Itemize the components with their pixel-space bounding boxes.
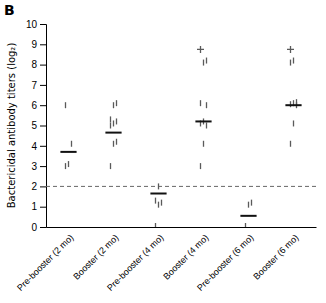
- tick-mark: [40, 44, 46, 45]
- tick: 5: [31, 120, 46, 131]
- point: [116, 100, 117, 106]
- median-bar: [240, 215, 256, 217]
- tick-mark: [40, 105, 46, 106]
- tick: 10: [26, 19, 46, 30]
- tick-label: Booster (6 mo): [251, 232, 300, 281]
- chart: 0 1 2 3 4 5 6 7 8 9 10 Pre-booster (2 mo)Booster (2…: [0, 0, 326, 303]
- median-bar: [285, 104, 301, 106]
- point: [206, 58, 207, 64]
- tick-label: 9: [31, 39, 37, 50]
- point: [248, 202, 249, 208]
- y-axis: 0 1 2 3 4 5 6 7 8 9 10: [26, 19, 47, 233]
- tick: 0: [31, 222, 46, 233]
- reference-line: [46, 186, 316, 187]
- tick: Booster (6 mo): [251, 227, 300, 282]
- point: [290, 141, 291, 147]
- point: [110, 123, 111, 129]
- point: [203, 60, 204, 66]
- tick-label: 1: [31, 201, 37, 212]
- point: [113, 141, 114, 147]
- tick: 1: [31, 201, 46, 212]
- tick: 4: [31, 141, 46, 152]
- tick-label: Booster (2 mo): [71, 232, 120, 281]
- tick-mark: [40, 207, 46, 208]
- point: [158, 183, 159, 189]
- series-strip: [197, 46, 294, 53]
- marks: [46, 46, 316, 227]
- point: [290, 60, 291, 66]
- series-strip: [66, 58, 297, 227]
- tick-mark: [40, 186, 46, 187]
- x-axis: Pre-booster (2 mo)Booster (2 mo)Pre-boos…: [15, 227, 317, 293]
- tick-mark: [40, 24, 46, 25]
- tick-label: Pre-booster (2 mo): [15, 232, 75, 292]
- tick-label: 0: [31, 222, 37, 233]
- tick-mark: [40, 126, 46, 127]
- point: [113, 102, 114, 108]
- tick: Pre-booster (2 mo): [15, 227, 75, 293]
- point: [110, 116, 111, 122]
- tick-label: 7: [31, 80, 37, 91]
- tick: 2: [31, 181, 46, 192]
- tick-label: 8: [31, 59, 37, 70]
- outlier: [197, 46, 204, 53]
- tick-label: 4: [31, 141, 37, 152]
- tick: Booster (4 mo): [161, 227, 210, 282]
- point: [161, 200, 162, 206]
- point: [158, 202, 159, 208]
- point: [116, 118, 117, 124]
- tick-label: Booster (4 mo): [161, 232, 210, 281]
- outlier: [287, 46, 294, 53]
- point: [293, 58, 294, 64]
- point: [113, 120, 114, 126]
- median-bar: [105, 132, 121, 134]
- point: [200, 163, 201, 169]
- y-axis-title: Bactericidal antibody titers (log₂): [6, 43, 17, 209]
- point: [65, 102, 66, 108]
- tick-mark: [40, 85, 46, 86]
- tick: 3: [31, 161, 46, 172]
- axis-line: [47, 227, 317, 228]
- point: [251, 200, 252, 206]
- series-median: [60, 105, 301, 216]
- tick: Booster (2 mo): [71, 227, 120, 282]
- point: [200, 100, 201, 106]
- median-bar: [150, 193, 166, 195]
- point: [203, 141, 204, 147]
- tick-label: Pre-booster (4 mo): [105, 232, 165, 292]
- title: B: [4, 2, 15, 18]
- point: [155, 198, 156, 204]
- tick: 6: [31, 100, 46, 111]
- median-bar: [195, 120, 211, 122]
- tick-mark: [40, 65, 46, 66]
- median-bar: [60, 151, 76, 153]
- tick-label: 5: [31, 120, 37, 131]
- tick: Pre-booster (4 mo): [105, 227, 165, 293]
- tick-label: 3: [31, 161, 37, 172]
- point: [155, 223, 156, 227]
- tick-mark: [40, 146, 46, 147]
- tick-mark: [40, 166, 46, 167]
- point: [110, 163, 111, 169]
- tick-label: 10: [26, 19, 38, 30]
- point: [293, 120, 294, 126]
- point: [71, 141, 72, 147]
- tick-mark: [40, 227, 46, 228]
- tick-label: 6: [31, 100, 37, 111]
- point: [116, 139, 117, 145]
- point: [206, 123, 207, 129]
- point: [290, 101, 291, 107]
- point: [68, 161, 69, 167]
- point: [245, 223, 246, 227]
- tick-label: Pre-booster (6 mo): [195, 232, 255, 292]
- point: [206, 102, 207, 108]
- plot: 0 1 2 3 4 5 6 7 8 9 10 Pre-booster (2 mo)Booster (2…: [15, 19, 317, 293]
- tick: 9: [31, 39, 46, 50]
- tick: 7: [31, 80, 46, 91]
- tick: Pre-booster (6 mo): [195, 227, 255, 293]
- tick: 8: [31, 59, 46, 70]
- axis-line: [40, 25, 47, 228]
- tick-label: 2: [31, 181, 37, 192]
- point: [65, 163, 66, 169]
